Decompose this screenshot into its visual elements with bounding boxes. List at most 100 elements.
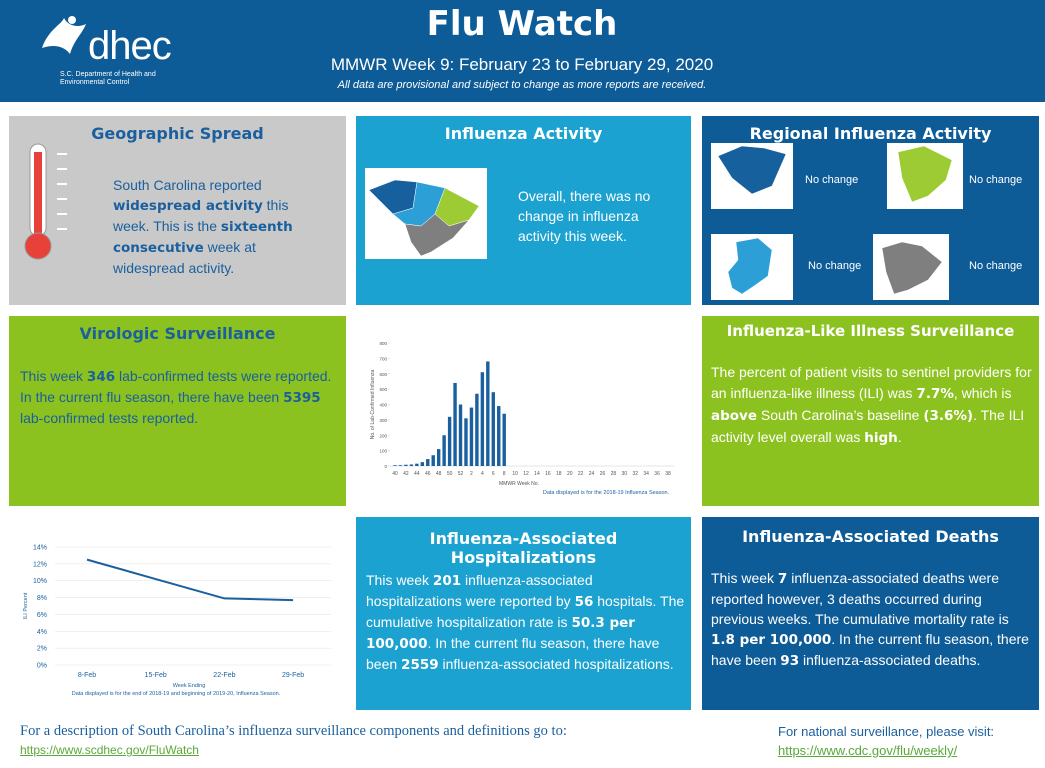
bar [458, 404, 463, 466]
bold-text: 2559 [401, 657, 439, 673]
y-tick-label: 8% [37, 595, 47, 602]
y-tick-label: 0% [37, 663, 47, 670]
bold-text: high [864, 430, 898, 446]
panel-title: Geographic Spread [91, 124, 264, 143]
x-tick-label: 10 [512, 471, 518, 477]
y-tick-label: 0 [384, 464, 387, 469]
x-tick-label: 22 [578, 471, 584, 477]
bold-text: sixteenth consecutive [113, 219, 293, 256]
bold-text: 201 [432, 573, 462, 589]
x-tick-label: 18 [556, 471, 562, 477]
x-tick-label: 36 [654, 471, 660, 477]
text-run: This week [366, 572, 433, 588]
bar [486, 361, 490, 466]
bar [475, 393, 479, 466]
bar [447, 416, 452, 466]
bar [453, 382, 457, 466]
footer-link[interactable]: https://www.scdhec.gov/FluWatch [20, 743, 199, 757]
region-map [897, 145, 953, 203]
line [86, 558, 294, 602]
x-tick-label: 16 [545, 471, 551, 477]
region-status: No change [969, 260, 1023, 272]
x-tick-label: 2 [470, 471, 473, 477]
y-tick-label: 500 [379, 387, 387, 392]
footer-text: For a description of South Carolina’s in… [20, 723, 567, 739]
x-axis-label: MMWR Week No. [499, 481, 539, 487]
logo-icon [42, 16, 86, 54]
y-tick-label: 100 [379, 449, 387, 454]
footer-text: For national surveillance, please visit: [778, 724, 995, 739]
text-run: hospitals. The cumulative hospitalizatio… [366, 593, 685, 630]
text-run: This week [20, 368, 87, 384]
x-tick-label: 50 [447, 471, 453, 477]
y-tick-label: 12% [33, 561, 47, 568]
footer-link[interactable]: https://www.cdc.gov/flu/weekly/ [778, 743, 958, 758]
x-tick-label: 12 [523, 471, 529, 477]
text-run: . [897, 429, 902, 445]
panel-text: This week 7 influenza-associated deaths … [711, 568, 1033, 671]
virologic-panel: Virologic Surveillance This week 346 lab… [9, 316, 346, 506]
panel-title: Influenza Activity [444, 124, 603, 143]
x-tick-label: 24 [589, 471, 595, 477]
panel-title: Regional Influenza Activity [749, 124, 992, 143]
bold-text: 50.3 per 100,000 [366, 615, 635, 652]
bar [491, 392, 495, 466]
x-tick-label: 6 [492, 471, 495, 477]
x-tick-label: 28 [611, 471, 617, 477]
bar [404, 464, 408, 466]
region-status: No change [805, 174, 859, 186]
bar [502, 413, 506, 466]
chart-background [356, 316, 691, 506]
region-map [727, 237, 773, 295]
x-tick-label: 22-Feb [213, 672, 235, 679]
regional-panel: Regional Influenza Activity No change No… [702, 116, 1039, 305]
x-tick-label: 42 [403, 471, 409, 477]
x-tick-label: 44 [414, 471, 420, 477]
region-map [717, 145, 787, 195]
text-run: lab-confirmed tests were reported. In th… [20, 368, 332, 405]
y-tick-label: 800 [379, 341, 387, 346]
chart-background [9, 517, 346, 710]
logo-text: dhec [88, 24, 172, 68]
x-tick-label: 14 [534, 471, 540, 477]
bar [398, 465, 403, 466]
text-run: influenza-associated deaths were reporte… [711, 570, 1009, 627]
region-status: No change [808, 260, 862, 272]
y-tick-label: 4% [37, 629, 47, 636]
bar [442, 435, 446, 466]
panel-title: Virologic Surveillance [79, 324, 276, 343]
text-run: The percent of patient visits to sentine… [711, 364, 1032, 401]
x-tick-label: 48 [436, 471, 442, 477]
footer-left: For a description of South Carolina’s in… [20, 722, 600, 760]
geographic-panel: Geographic Spread South Carolina reporte… [9, 116, 346, 305]
bar [420, 462, 424, 466]
text-run: . In the current flu season, there have … [366, 635, 660, 672]
bold-text: above [711, 408, 758, 424]
bold-text: 5395 [283, 390, 321, 406]
x-tick-label: 38 [665, 471, 671, 477]
panel-text: South Carolina reported widespread activ… [113, 175, 313, 278]
line-chart: 0% 2% 4% 6% 8% 10% 12% 14% 8-Feb 15-Feb 22-Feb 29-F… [9, 517, 346, 710]
bar [415, 463, 419, 466]
panel-title: Influenza-Associated Deaths [742, 527, 999, 546]
hospitalization-panel: Influenza-Associated Hospitalizations Th… [356, 517, 691, 710]
panel-text: Overall, there was no change in influenz… [518, 186, 678, 246]
panel-title: Influenza-Associated Hospitalizations [429, 529, 618, 567]
bold-text: 7 [777, 571, 788, 587]
sc-map [365, 168, 487, 259]
subtitle: MMWR Week 9: February 23 to February 29,… [330, 55, 714, 74]
text-run: , which is [953, 385, 1012, 401]
regional-maps [711, 143, 963, 300]
bar [409, 464, 414, 466]
header: dhec S.C. Department of Health and Envir… [0, 0, 1045, 102]
chart-note: Data displayed is for the end of 2018-19… [72, 691, 281, 697]
y-tick-label: 700 [379, 356, 387, 361]
x-tick-label: 8 [503, 471, 506, 477]
region-map [881, 241, 943, 295]
x-tick-label: 52 [458, 471, 464, 477]
x-axis-label: Week Ending [173, 683, 206, 689]
bar [393, 465, 397, 466]
x-tick-label: 20 [567, 471, 573, 477]
y-tick-label: 300 [379, 418, 387, 423]
